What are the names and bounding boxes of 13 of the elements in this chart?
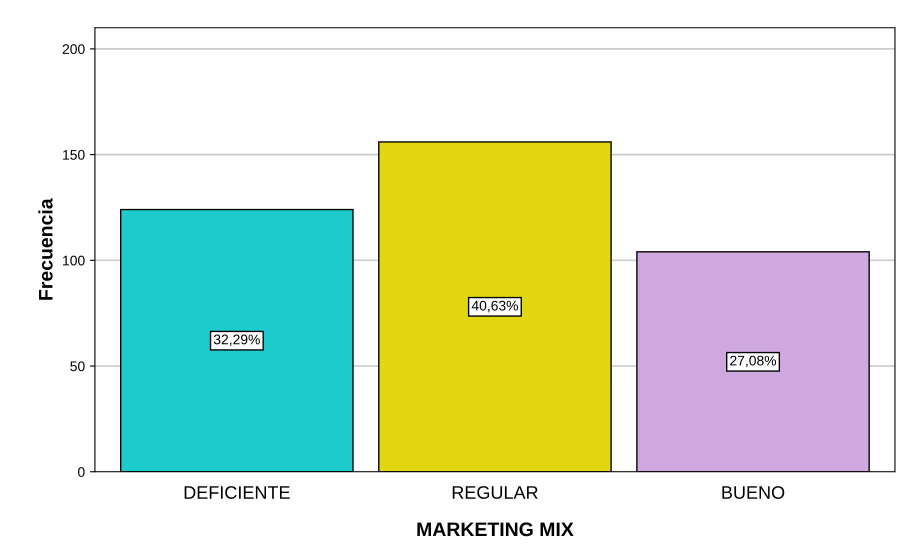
y-tick-label: 100 [63,256,85,266]
y-tick-label: 200 [62,44,85,54]
y-tick-label: 0 [78,467,85,477]
y-tick-label: 50 [70,361,85,372]
x-tick-label: DEFICIENTE [184,486,290,499]
x-tick-label: REGULAR [452,486,538,499]
y-tick-label: 150 [63,150,85,160]
y-axis-title: Frecuencia [38,198,53,300]
x-tick-label: BUENO [722,486,784,499]
annotation: 40,63% [472,300,518,312]
annotation: 27,08% [730,356,776,368]
annotation: 32,29% [214,334,260,346]
x-axis-title: MARKETING MIX [417,522,574,536]
